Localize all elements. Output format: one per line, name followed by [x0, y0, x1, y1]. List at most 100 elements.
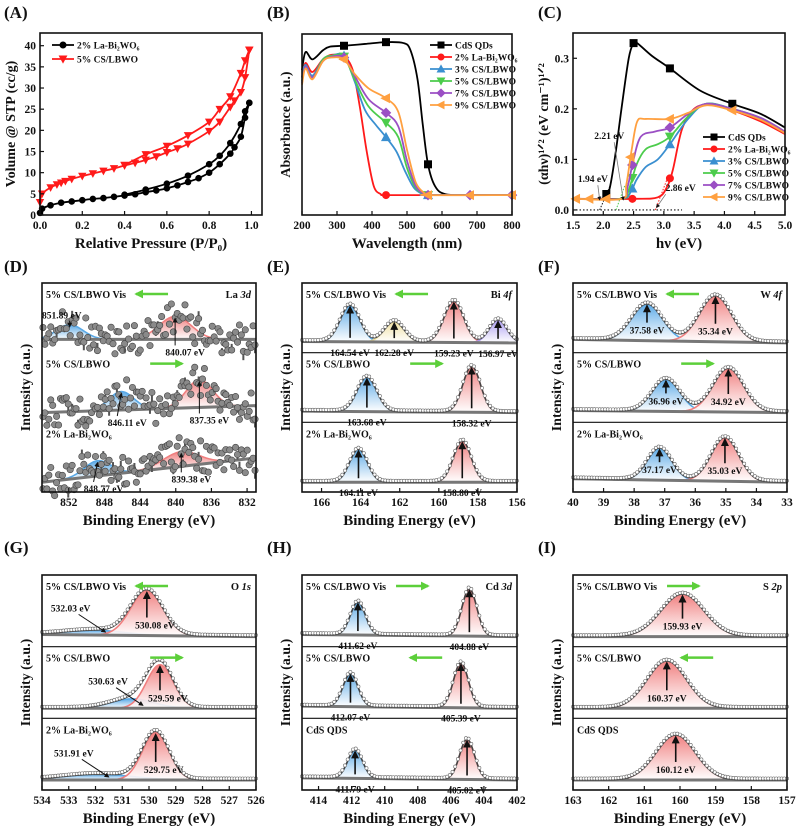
data-point [191, 363, 199, 371]
data-point [447, 773, 452, 777]
data-point [648, 390, 653, 395]
data-point-square [424, 160, 432, 169]
data-point [123, 611, 127, 616]
data-point-triangle-down [664, 132, 675, 142]
x-tick-label: 500 [398, 220, 416, 232]
spectrum: 36.96 eV 34.92 eV 5% CS/LBWO [571, 359, 789, 415]
data-point [472, 694, 476, 699]
data-point [53, 412, 61, 420]
data-point-square [710, 133, 718, 141]
data-point-triangle-left [380, 93, 390, 104]
data-point [348, 399, 353, 404]
data-point [662, 317, 666, 322]
legend-label: 2% La-Bi₂WO₆ [455, 54, 518, 64]
data-point-triangle-down [99, 167, 108, 176]
data-point [656, 309, 661, 314]
data-point [152, 419, 160, 427]
x-tick-label: 162 [391, 497, 409, 509]
data-point [643, 679, 648, 683]
data-point [68, 461, 76, 469]
panel-label: (D) [4, 257, 28, 276]
data-point [58, 308, 66, 316]
data-point [359, 601, 364, 606]
data-point [455, 301, 460, 305]
data-point [627, 318, 632, 323]
peak-label: 851.89 eV [42, 312, 82, 322]
data-point [667, 324, 672, 329]
data-point [616, 330, 621, 335]
data-point [171, 676, 175, 681]
data-point [651, 753, 656, 758]
data-point [469, 587, 474, 591]
data-point [51, 492, 59, 500]
data-point [155, 728, 159, 732]
data-point [710, 383, 715, 388]
data-point [654, 383, 658, 388]
data-point [149, 662, 154, 667]
data-point [747, 469, 752, 474]
x-tick-label: 4.0 [717, 220, 732, 232]
data-point [43, 421, 51, 429]
data-point [150, 400, 158, 408]
data-point [361, 696, 366, 701]
data-point [197, 437, 205, 445]
data-point [458, 388, 463, 392]
data-point-triangle-down [436, 77, 446, 86]
data-point-circle [628, 194, 637, 203]
data-point-circle [47, 201, 54, 209]
data-point [637, 467, 642, 472]
x-tick-label: 200 [293, 220, 311, 232]
data-point [139, 680, 143, 685]
data-point [202, 381, 210, 389]
data-point [375, 475, 380, 480]
data-point [461, 437, 466, 442]
element-label: S 2p [763, 582, 782, 593]
data-point [90, 341, 98, 349]
x-tick-label: 529 [167, 795, 185, 807]
data-point [187, 390, 195, 398]
x-tick-label: 36 [690, 497, 702, 509]
data-point [699, 757, 704, 762]
data-point [348, 751, 353, 756]
data-point [670, 326, 674, 331]
data-point-circle [216, 160, 224, 168]
data-point-circle [241, 108, 249, 115]
data-point [343, 763, 347, 768]
data-point-circle [665, 174, 674, 183]
data-point [343, 468, 347, 473]
data-point [635, 689, 640, 694]
data-point [646, 621, 650, 626]
peak-label: 529.59 eV [148, 694, 188, 704]
data-point [142, 394, 150, 402]
data-point [694, 598, 698, 603]
data-point [337, 317, 342, 322]
data-point [664, 736, 669, 741]
data-point [156, 321, 164, 329]
peak-label: 848.77 eV [84, 485, 124, 495]
data-point [466, 736, 471, 741]
data-point [195, 315, 203, 323]
data-point [241, 469, 249, 477]
data-point [386, 321, 390, 326]
data-point [125, 457, 133, 465]
x-tick-label: 0.0 [33, 220, 48, 232]
data-point [359, 447, 364, 451]
plot-area [35, 46, 254, 217]
data-point [356, 684, 361, 689]
x-tick-label: 531 [114, 795, 132, 807]
x-tick-label: 4.5 [748, 220, 763, 232]
data-point-triangle-up [664, 138, 675, 149]
data-point [694, 750, 698, 755]
data-point [447, 689, 452, 694]
data-point-diamond [436, 88, 446, 98]
data-point [175, 393, 183, 401]
data-point [133, 758, 138, 762]
data-point [230, 463, 238, 471]
data-point [84, 451, 92, 459]
x-tick-label: 40 [567, 497, 579, 509]
data-point-circle [226, 139, 234, 147]
sample-label: 2% La-Bi₂WO₆ [306, 429, 372, 440]
data-point [442, 313, 447, 317]
data-point [662, 446, 666, 451]
